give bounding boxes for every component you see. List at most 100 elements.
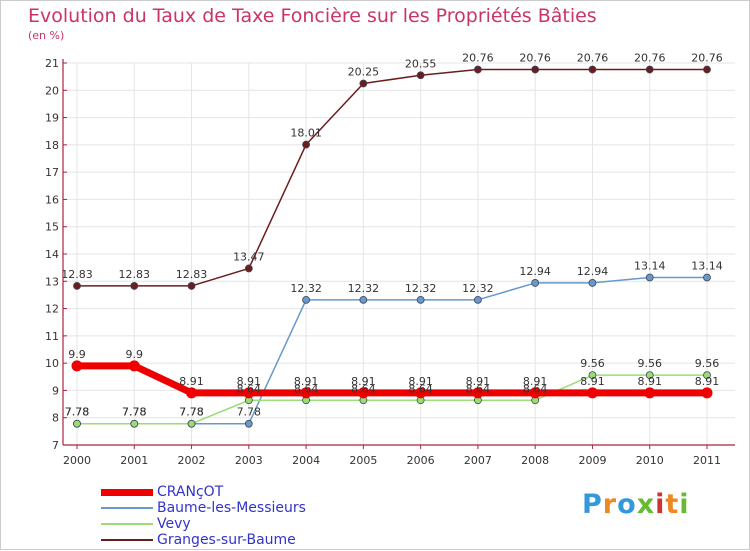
data-label: 12.83 bbox=[176, 268, 208, 281]
data-point bbox=[359, 79, 368, 88]
x-tick-label: 2004 bbox=[292, 454, 320, 467]
data-label: 8.91 bbox=[695, 375, 720, 388]
data-label: 7.78 bbox=[65, 406, 90, 419]
data-point bbox=[71, 360, 83, 372]
legend-label: Vevy bbox=[157, 516, 191, 532]
y-tick-label: 20 bbox=[45, 84, 59, 97]
data-label: 7.78 bbox=[179, 406, 204, 419]
data-label: 18.01 bbox=[290, 127, 322, 140]
x-tick-label: 2011 bbox=[693, 454, 721, 467]
y-tick-label: 21 bbox=[45, 57, 59, 70]
x-tick-label: 2005 bbox=[349, 454, 377, 467]
data-point bbox=[128, 360, 140, 372]
data-point bbox=[588, 371, 597, 380]
data-label: 12.83 bbox=[61, 268, 93, 281]
x-tick-label: 2007 bbox=[464, 454, 492, 467]
data-point bbox=[531, 65, 540, 74]
data-point bbox=[73, 419, 81, 428]
x-tick-label: 2002 bbox=[178, 454, 206, 467]
y-tick-label: 12 bbox=[45, 303, 59, 316]
data-point bbox=[531, 279, 540, 287]
chart-title: Evolution du Taux de Taxe Foncière sur l… bbox=[28, 5, 597, 27]
legend-label: CRANçOT bbox=[157, 484, 224, 500]
data-label: 13.14 bbox=[691, 259, 723, 272]
data-point bbox=[645, 371, 654, 380]
y-tick-label: 7 bbox=[52, 439, 59, 452]
data-label: 8.64 bbox=[523, 382, 548, 395]
data-label: 20.76 bbox=[519, 52, 551, 65]
y-tick-label: 19 bbox=[45, 112, 59, 125]
y-tick-label: 9 bbox=[52, 384, 59, 397]
data-label: 9.56 bbox=[580, 357, 605, 370]
data-point bbox=[416, 295, 425, 304]
legend-swatch bbox=[101, 523, 153, 525]
data-point bbox=[187, 282, 196, 290]
data-point bbox=[359, 295, 368, 304]
legend-label: Granges-sur-Baume bbox=[157, 532, 296, 548]
data-point bbox=[703, 273, 711, 282]
data-label: 7.78 bbox=[65, 406, 90, 419]
data-label: 12.32 bbox=[290, 282, 322, 295]
data-label: 8.91 bbox=[351, 375, 376, 388]
proxiti-logo: Proxiti bbox=[582, 489, 690, 520]
data-label: 9.56 bbox=[637, 357, 662, 370]
data-label: 8.91 bbox=[580, 375, 605, 388]
data-point bbox=[586, 387, 598, 399]
data-label: 20.76 bbox=[577, 52, 609, 65]
data-point bbox=[130, 282, 139, 290]
data-point bbox=[529, 387, 541, 399]
series-line bbox=[76, 68, 708, 287]
data-point bbox=[300, 387, 312, 399]
data-point bbox=[244, 264, 253, 273]
data-point bbox=[644, 387, 656, 399]
data-point bbox=[472, 387, 484, 399]
data-point bbox=[357, 387, 369, 399]
y-tick-label: 17 bbox=[45, 166, 59, 179]
data-label: 20.55 bbox=[405, 57, 437, 70]
data-point bbox=[244, 419, 253, 428]
data-label: 12.32 bbox=[348, 282, 380, 295]
grid-lines bbox=[63, 62, 735, 446]
data-labels: 12.83 12.83 12.83 13.47 18.01 20.25 20.55 20.76… bbox=[61, 52, 723, 419]
data-label: 8.91 bbox=[523, 375, 548, 388]
data-label: 7.78 bbox=[179, 406, 204, 419]
logo-letter: r bbox=[602, 489, 618, 520]
data-point bbox=[243, 387, 255, 399]
data-point bbox=[302, 140, 310, 149]
data-label: 20.76 bbox=[691, 52, 723, 65]
data-label: 12.94 bbox=[577, 265, 609, 278]
data-label: 8.64 bbox=[408, 382, 433, 395]
data-label: 9.9 bbox=[126, 348, 144, 361]
y-tick-label: 8 bbox=[52, 412, 59, 425]
y-tick-label: 10 bbox=[45, 357, 59, 370]
x-tick-label: 2003 bbox=[235, 454, 263, 467]
logo-letter: x bbox=[636, 489, 656, 520]
data-label: 12.94 bbox=[519, 265, 551, 278]
data-point bbox=[645, 273, 654, 282]
data-label: 9.9 bbox=[68, 348, 86, 361]
y-tick-label: 11 bbox=[45, 330, 59, 343]
data-point bbox=[701, 387, 713, 399]
data-label: 8.91 bbox=[237, 375, 262, 388]
data-label: 20.76 bbox=[462, 52, 494, 65]
data-label: 7.78 bbox=[122, 406, 147, 419]
x-tick-label: 2001 bbox=[120, 454, 148, 467]
data-point bbox=[187, 419, 196, 428]
data-point bbox=[474, 295, 482, 304]
data-label: 9.56 bbox=[695, 357, 720, 370]
data-point bbox=[588, 65, 597, 74]
series-lines bbox=[73, 68, 711, 425]
data-point bbox=[474, 65, 482, 74]
y-tick-label: 14 bbox=[45, 248, 59, 261]
y-tick-label: 15 bbox=[45, 221, 59, 234]
y-tick-label: 16 bbox=[45, 193, 59, 206]
logo-letter: o bbox=[617, 489, 637, 520]
data-label: 8.91 bbox=[179, 375, 204, 388]
tick-labels: 7 8 9 10 11 12 13 14 15 16 17 18 19 20 21 2000 2001 2002 2… bbox=[45, 57, 721, 467]
data-label: 13.47 bbox=[233, 250, 265, 263]
logo-letter: t bbox=[665, 489, 680, 520]
data-point bbox=[703, 65, 711, 74]
x-tick-label: 2006 bbox=[407, 454, 435, 467]
